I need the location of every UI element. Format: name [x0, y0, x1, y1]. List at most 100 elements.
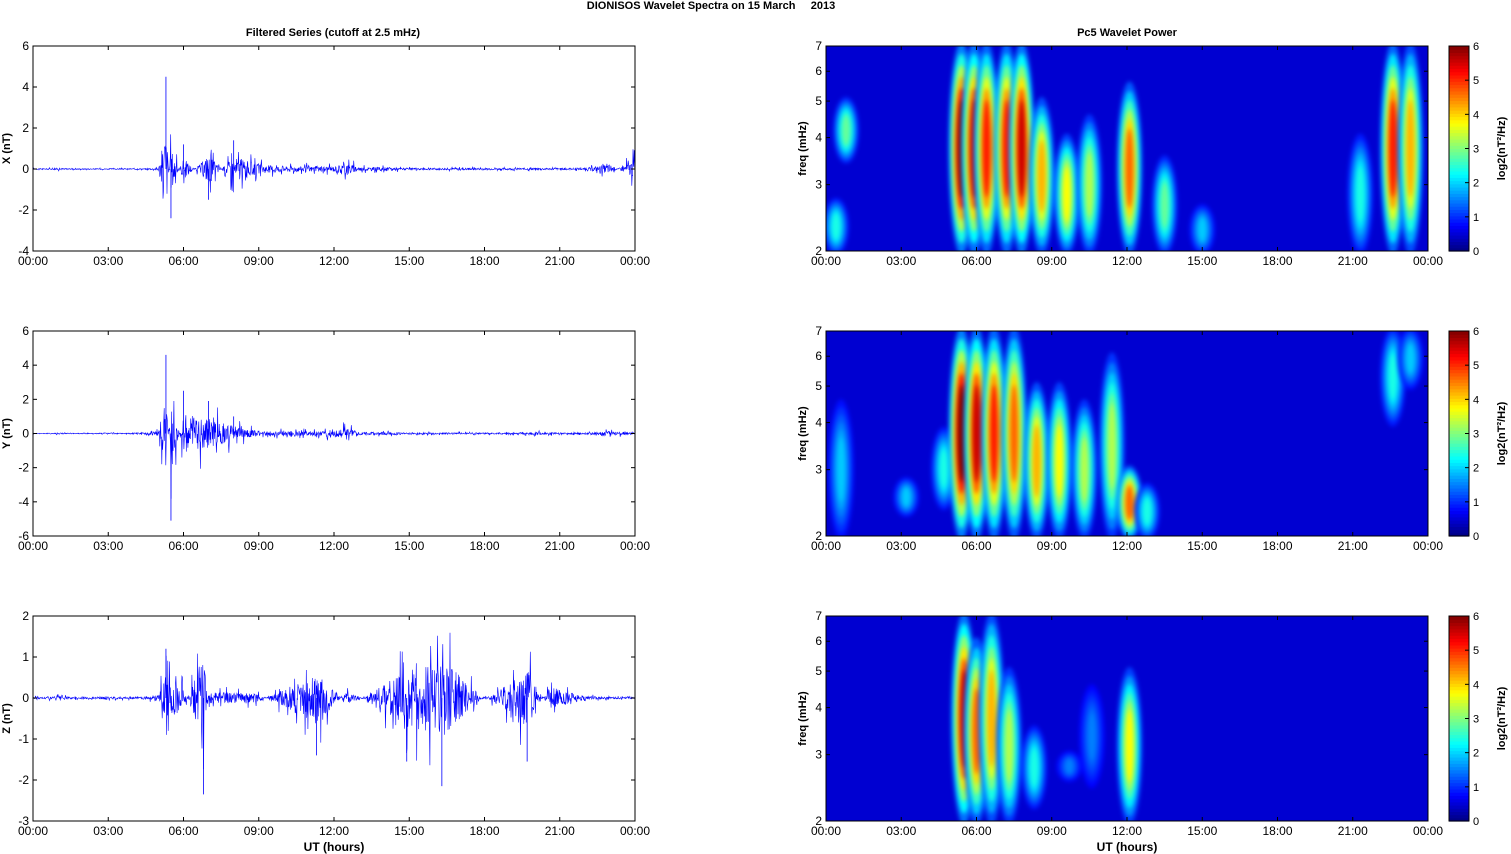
colorbar-step — [1449, 215, 1469, 220]
colorbar-step — [1449, 212, 1469, 217]
colorbar-step — [1449, 228, 1469, 233]
y-axis-label: Y (nT) — [1, 418, 13, 449]
y-tick-label: 4 — [815, 131, 822, 145]
colorbar-step — [1449, 471, 1469, 476]
heatmap-feature-14 — [1389, 99, 1397, 198]
heatmap-feature-11 — [1125, 485, 1134, 520]
colorbar-step — [1449, 151, 1469, 156]
heatmap-feature-14 — [1406, 344, 1415, 373]
colorbar-step — [1449, 398, 1469, 403]
colorbar-step — [1449, 218, 1469, 223]
colorbar-step — [1449, 804, 1469, 809]
heatmap-cells — [828, 331, 1424, 536]
colorbar-step — [1449, 62, 1469, 66]
colorbar-step — [1449, 744, 1469, 748]
x-tick-label: 06:00 — [168, 539, 198, 553]
x-tick-label: 12:00 — [1112, 539, 1142, 553]
colorbar-step — [1449, 507, 1469, 511]
colorbar-tick-label: 2 — [1473, 748, 1479, 760]
colorbar-step — [1449, 148, 1469, 153]
colorbar-step — [1449, 113, 1469, 118]
panel-wavelet-z: 0 1 2 3 4 5 6 log2(nT²/Hz) 00:00 03:00 06:00 09:00 1… — [797, 609, 1508, 854]
y-tick-label: 1 — [22, 650, 29, 664]
heatmap-cells — [950, 616, 1143, 821]
x-tick-label: 09:00 — [244, 824, 274, 838]
colorbar-step — [1449, 401, 1469, 406]
colorbar-step — [1449, 170, 1469, 175]
colorbar-step — [1449, 510, 1469, 515]
y-tick-label: 2 — [22, 121, 29, 135]
colorbar-step — [1449, 680, 1469, 684]
y-tick-label: 3 — [815, 748, 822, 762]
colorbar-step — [1449, 715, 1469, 720]
colorbar-step — [1449, 234, 1469, 239]
colorbar-step — [1449, 433, 1469, 438]
heatmap-feature-1 — [842, 115, 850, 146]
x-tick-label: 00:00 — [620, 254, 650, 268]
colorbar-step — [1449, 814, 1469, 819]
heatmap-feature-6 — [1010, 384, 1018, 483]
colorbar-tick-label: 4 — [1473, 679, 1479, 691]
y-axis-label: freq (mHz) — [797, 406, 809, 461]
colorbar-step — [1449, 801, 1469, 806]
colorbar-step — [1449, 619, 1469, 624]
colorbar-step — [1449, 106, 1469, 111]
y-tick-label: 0 — [22, 427, 29, 441]
x-tick-label: 03:00 — [93, 824, 123, 838]
y-tick-label: 2 — [815, 244, 822, 258]
colorbar-step — [1449, 238, 1469, 242]
colorbar-tick-label: 0 — [1473, 246, 1479, 258]
colorbar-tick-label: 4 — [1473, 109, 1479, 121]
colorbar-step — [1449, 628, 1469, 633]
colorbar-step — [1449, 491, 1469, 495]
colorbar-step — [1449, 129, 1469, 134]
colorbar-step — [1449, 692, 1469, 697]
y-tick-label: 4 — [22, 358, 29, 372]
x-tick-label: 09:00 — [244, 254, 274, 268]
colorbar-step — [1449, 439, 1469, 444]
colorbar-label: log2(nT²/Hz) — [1496, 401, 1508, 465]
colorbar-step — [1449, 49, 1469, 54]
y-tick-label: 7 — [815, 39, 822, 53]
heatmap-feature-7 — [1125, 709, 1134, 783]
x-tick-label: 21:00 — [545, 254, 575, 268]
colorbar-tick-label: 3 — [1473, 429, 1479, 441]
colorbar-step — [1449, 718, 1469, 723]
colorbar-step — [1449, 625, 1469, 630]
heatmap-feature-1 — [972, 688, 981, 775]
colorbar-step — [1449, 164, 1469, 169]
heatmap-feature-8 — [1055, 424, 1064, 498]
colorbar-step — [1449, 635, 1469, 640]
colorbar-step — [1449, 183, 1469, 188]
colorbar-step — [1449, 247, 1469, 252]
colorbar-step — [1449, 616, 1469, 620]
x-tick-label: 12:00 — [319, 539, 349, 553]
colorbar-step — [1449, 503, 1469, 508]
colorbar-step — [1449, 174, 1469, 178]
colorbar-step — [1449, 97, 1469, 102]
colorbar-step — [1449, 350, 1469, 355]
heatmap-cells — [826, 46, 1424, 251]
x-tick-label: 21:00 — [1338, 824, 1368, 838]
heatmap-feature-12 — [1143, 498, 1151, 525]
heatmap-feature-13 — [1356, 166, 1365, 223]
colorbar-step — [1449, 423, 1469, 428]
colorbar-step — [1449, 84, 1469, 89]
x-tick-label: 12:00 — [1112, 254, 1142, 268]
y-tick-label: -2 — [18, 461, 29, 475]
colorbar-step — [1449, 369, 1469, 374]
plot-area — [33, 616, 635, 821]
colorbar-step — [1449, 180, 1469, 185]
colorbar-step — [1449, 769, 1469, 774]
colorbar-tick-label: 2 — [1473, 463, 1479, 475]
colorbar-step — [1449, 407, 1469, 412]
x-tick-label: 18:00 — [1262, 254, 1292, 268]
colorbar-tick-label: 1 — [1473, 497, 1479, 509]
colorbar-step — [1449, 478, 1469, 483]
plot-area — [33, 46, 635, 251]
heatmap-feature-4 — [982, 99, 991, 198]
y-tick-label: -2 — [18, 773, 29, 787]
colorbar-step — [1449, 65, 1469, 70]
colorbar-tick-label: 5 — [1473, 645, 1479, 657]
colorbar-step — [1449, 740, 1469, 745]
